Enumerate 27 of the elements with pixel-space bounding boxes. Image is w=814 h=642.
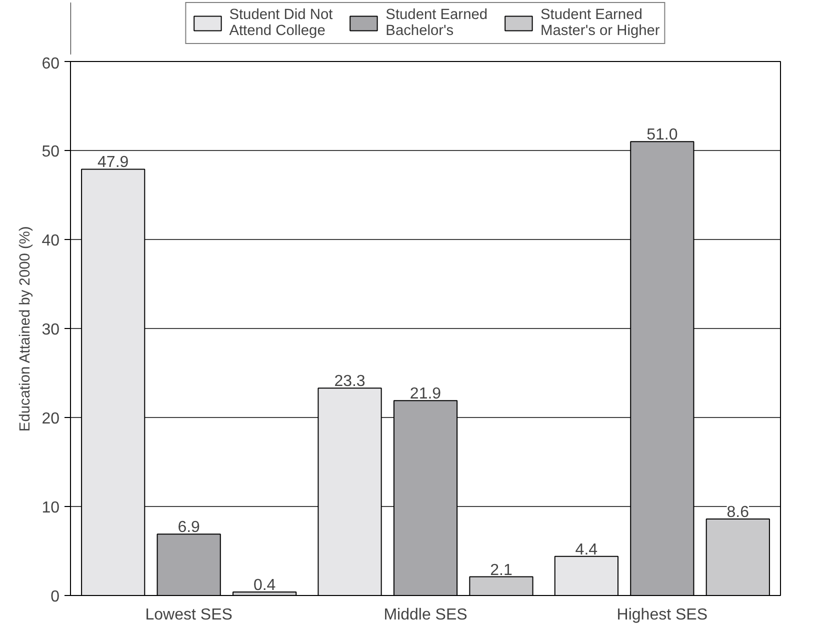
data-label: 21.9 [410, 386, 442, 403]
data-label: 6.9 [178, 519, 200, 536]
bar [156, 534, 221, 596]
y-tick-label: 30 [42, 322, 60, 338]
data-label: 47.9 [98, 154, 129, 172]
y-tick-label: 60 [42, 56, 60, 72]
data-label: 23.3 [334, 373, 366, 390]
y-tick-label: 10 [42, 500, 60, 516]
data-label: 4.4 [575, 541, 598, 558]
legend-label: Student Earned Master's or Higher [540, 7, 660, 39]
y-tick-label: 0 [50, 588, 60, 606]
x-tick-label: Highest SES [616, 606, 708, 624]
y-axis-title: Education Attained by 2000 (%) [18, 226, 34, 432]
y-tick-label: 40 [42, 232, 60, 250]
data-label: 51.0 [646, 126, 678, 144]
data-label: 8.6 [726, 504, 750, 521]
x-tick-label: Lowest SES [145, 606, 232, 624]
y-tick-label: 20 [42, 410, 60, 428]
y-tick-label: 50 [42, 144, 60, 160]
bar [469, 576, 534, 596]
legend-label: Student Earned Bachelor's [386, 7, 488, 39]
data-label: 2.1 [490, 562, 512, 579]
bar [554, 556, 618, 596]
x-tick-label: Middle SES [384, 606, 468, 624]
data-label: 0.4 [253, 576, 276, 594]
legend-label: Student Did Not Attend College [229, 7, 333, 39]
bar [706, 518, 770, 596]
